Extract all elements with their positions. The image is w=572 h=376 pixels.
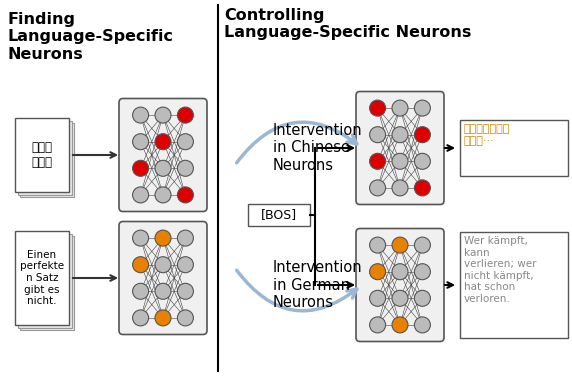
Text: Wer kämpft,
kann
verlieren; wer
nicht kämpft,
hat schon
verloren.: Wer kämpft, kann verlieren; wer nicht kä…	[464, 236, 537, 304]
Circle shape	[370, 264, 386, 280]
Circle shape	[392, 237, 408, 253]
Circle shape	[177, 187, 193, 203]
FancyBboxPatch shape	[20, 123, 74, 197]
Circle shape	[414, 237, 430, 253]
FancyArrowPatch shape	[237, 270, 357, 311]
Circle shape	[155, 187, 171, 203]
FancyBboxPatch shape	[18, 234, 72, 328]
Circle shape	[370, 237, 386, 253]
Circle shape	[155, 230, 171, 246]
FancyBboxPatch shape	[460, 232, 568, 338]
FancyBboxPatch shape	[119, 221, 207, 335]
Text: 知彼知己者百戰
不殆。···: 知彼知己者百戰 不殆。···	[464, 124, 510, 146]
Circle shape	[392, 127, 408, 143]
Circle shape	[370, 100, 386, 116]
Circle shape	[414, 290, 430, 306]
Circle shape	[392, 264, 408, 280]
Circle shape	[133, 310, 149, 326]
Circle shape	[414, 264, 430, 280]
Circle shape	[155, 257, 171, 273]
Circle shape	[370, 127, 386, 143]
Circle shape	[392, 100, 408, 116]
Circle shape	[133, 283, 149, 299]
Circle shape	[133, 134, 149, 150]
Circle shape	[370, 317, 386, 333]
FancyBboxPatch shape	[15, 231, 69, 325]
Circle shape	[155, 134, 171, 150]
Circle shape	[414, 317, 430, 333]
Text: Intervention
in German
Neurons: Intervention in German Neurons	[273, 260, 363, 310]
Circle shape	[155, 283, 171, 299]
Circle shape	[370, 290, 386, 306]
Circle shape	[177, 107, 193, 123]
Circle shape	[155, 107, 171, 123]
Circle shape	[414, 180, 430, 196]
Circle shape	[370, 180, 386, 196]
Circle shape	[392, 290, 408, 306]
Circle shape	[392, 180, 408, 196]
Circle shape	[177, 134, 193, 150]
Circle shape	[392, 317, 408, 333]
Circle shape	[133, 257, 149, 273]
Text: Intervention
in Chinese
Neurons: Intervention in Chinese Neurons	[273, 123, 363, 173]
FancyBboxPatch shape	[248, 204, 310, 226]
Circle shape	[133, 160, 149, 176]
Circle shape	[177, 160, 193, 176]
Circle shape	[133, 187, 149, 203]
Text: Finding
Language-Specific
Neurons: Finding Language-Specific Neurons	[8, 12, 174, 62]
Circle shape	[414, 127, 430, 143]
Circle shape	[133, 107, 149, 123]
FancyArrowPatch shape	[237, 122, 357, 163]
Circle shape	[370, 153, 386, 169]
Text: Einen
perfekte
n Satz
gibt es
nicht.: Einen perfekte n Satz gibt es nicht.	[20, 250, 64, 306]
FancyBboxPatch shape	[356, 229, 444, 341]
FancyBboxPatch shape	[356, 91, 444, 205]
Circle shape	[177, 230, 193, 246]
Circle shape	[155, 310, 171, 326]
FancyBboxPatch shape	[119, 99, 207, 211]
Circle shape	[414, 153, 430, 169]
Text: 我是一
只猫。: 我是一 只猫。	[31, 141, 53, 169]
Circle shape	[414, 100, 430, 116]
Circle shape	[392, 153, 408, 169]
Circle shape	[177, 283, 193, 299]
FancyBboxPatch shape	[460, 120, 568, 176]
FancyBboxPatch shape	[15, 118, 69, 192]
Circle shape	[155, 160, 171, 176]
FancyBboxPatch shape	[18, 121, 72, 195]
Circle shape	[177, 310, 193, 326]
Text: Controlling
Language-Specific Neurons: Controlling Language-Specific Neurons	[224, 8, 471, 40]
Circle shape	[133, 230, 149, 246]
FancyBboxPatch shape	[20, 236, 74, 330]
Circle shape	[177, 257, 193, 273]
Text: [BOS]: [BOS]	[261, 209, 297, 221]
